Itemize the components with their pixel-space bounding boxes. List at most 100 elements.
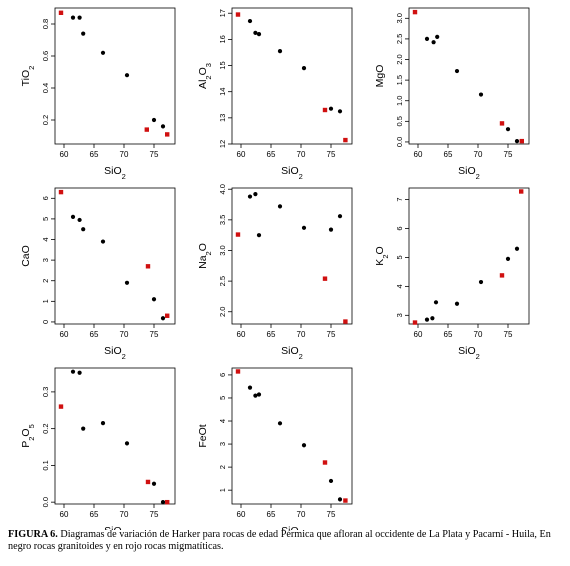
y-tick-label: 3 [41, 258, 50, 262]
granitoid-point [151, 297, 157, 302]
x-tick-label: 75 [504, 150, 513, 159]
y-tick-label: 0.0 [41, 497, 50, 507]
y-axis-label: TiO2 [20, 66, 36, 87]
y-tick-label: 15 [218, 61, 227, 69]
granitoid-point [430, 316, 435, 321]
y-tick-label: 3 [395, 313, 404, 317]
x-axis-label: SiO2 [281, 345, 303, 361]
y-tick-label: 16 [218, 35, 227, 43]
granitoid-point [253, 30, 258, 35]
granitoid-point [435, 34, 440, 39]
migmatite-point [519, 189, 524, 194]
granitoid-point [424, 36, 430, 42]
y-tick-label: 0.0 [395, 137, 404, 147]
granitoid-point [253, 393, 258, 398]
granitoid-point [454, 68, 460, 74]
migmatite-point [58, 10, 64, 15]
y-tick-label: 14 [218, 88, 227, 96]
granitoid-point [277, 421, 283, 426]
granitoid-point [70, 214, 76, 219]
granitoid-point [81, 426, 86, 431]
y-tick-label: 0.4 [41, 83, 50, 93]
plot-frame [231, 187, 353, 325]
y-tick-label: 0.2 [41, 423, 50, 433]
migmatite-point [322, 276, 328, 281]
plot-frame [231, 7, 353, 145]
x-tick-label: 65 [90, 330, 99, 339]
y-tick-label: 3 [218, 442, 227, 446]
migmatite-point [412, 9, 418, 15]
x-tick-label: 70 [474, 330, 483, 339]
y-axis-label: Na2O [197, 243, 213, 269]
granitoid-point [124, 73, 130, 78]
granitoid-point [433, 300, 439, 305]
caption-text: Diagramas de variación de Harker para ro… [8, 529, 551, 553]
x-tick-label: 75 [150, 510, 159, 519]
y-tick-label: 1 [41, 299, 50, 303]
migmatite-point [58, 404, 64, 409]
y-axis-label: Al2O3 [197, 63, 213, 89]
x-tick-label: 75 [504, 330, 513, 339]
granitoid-point [277, 49, 283, 54]
panel-feot: 60 65 70 75 1 2 3 4 5 6 SiO2 FeOt [197, 367, 353, 530]
granitoid-point [124, 280, 130, 285]
migmatite-point [165, 132, 170, 137]
granitoid-point [247, 18, 253, 24]
y-axis-label: FeOt [197, 424, 209, 447]
granitoid-point [505, 256, 511, 261]
granitoid-point [253, 192, 258, 197]
granitoid-point [328, 106, 334, 111]
x-tick-label: 65 [267, 330, 276, 339]
x-axis-label: SiO2 [104, 525, 126, 530]
y-tick-label: 2.0 [395, 54, 404, 64]
granitoid-point [247, 385, 253, 390]
granitoid-point [337, 214, 343, 219]
x-tick-label: 65 [90, 150, 99, 159]
x-tick-label: 70 [120, 510, 129, 519]
x-tick-label: 60 [414, 150, 423, 159]
panel-mgo: 60 65 70 75 0.0 0.5 1.0 1.5 2.0 2.5 3.0 SiO2 MgO [374, 7, 530, 181]
panel-p2o5: 60 65 70 75 0.0 0.1 0.2 0.3 SiO2 P2O5 [20, 367, 176, 530]
x-tick-label: 65 [267, 150, 276, 159]
migmatite-point [322, 460, 328, 465]
x-tick-label: 75 [327, 330, 336, 339]
figure-caption: FIGURA 6. Diagramas de variación de Hark… [8, 529, 564, 554]
y-tick-label: 2.5 [395, 34, 404, 44]
y-tick-label: 2.0 [218, 307, 227, 317]
y-tick-label: 0.8 [41, 19, 50, 29]
granitoid-point [160, 316, 166, 321]
y-tick-label: 1.0 [395, 96, 404, 106]
y-tick-label: 3.5 [218, 215, 227, 225]
granitoid-point [100, 239, 106, 244]
migmatite-point [519, 138, 524, 144]
granitoid-point [160, 124, 166, 129]
x-tick-label: 70 [474, 150, 483, 159]
y-axis-label: P2O5 [20, 424, 36, 448]
y-tick-label: 4 [395, 284, 404, 288]
x-tick-label: 65 [90, 510, 99, 519]
y-tick-label: 7 [395, 197, 404, 201]
y-tick-label: 2 [218, 465, 227, 469]
y-tick-label: 0.3 [41, 387, 50, 397]
x-tick-label: 65 [444, 150, 453, 159]
x-tick-label: 70 [120, 150, 129, 159]
migmatite-point [235, 12, 241, 17]
granitoid-point [77, 15, 82, 20]
panel-al2o3: 60 65 70 75 12 13 14 15 16 17 SiO2 Al2O3 [197, 7, 353, 181]
granitoid-point [100, 50, 106, 55]
x-tick-label: 75 [327, 150, 336, 159]
y-tick-label: 13 [218, 114, 227, 122]
plot-frame [408, 7, 530, 145]
granitoid-point [478, 279, 484, 285]
granitoid-point [514, 246, 520, 251]
granitoid-point [337, 497, 343, 502]
y-tick-label: 0.5 [395, 116, 404, 126]
x-tick-label: 60 [237, 510, 246, 519]
granitoid-point [301, 443, 307, 448]
plot-frame [408, 187, 530, 325]
migmatite-point [499, 121, 505, 126]
panel-tio2: 60 65 70 75 0.2 0.4 0.6 0.8 SiO2 TiO2 [20, 7, 176, 181]
x-tick-label: 60 [237, 330, 246, 339]
granitoid-point [81, 31, 86, 36]
